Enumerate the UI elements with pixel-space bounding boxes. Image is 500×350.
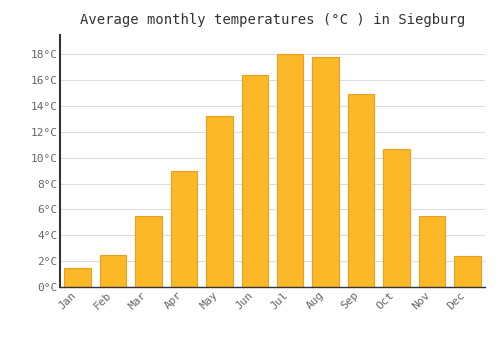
Bar <box>100 255 126 287</box>
Bar <box>383 149 409 287</box>
Title: Average monthly temperatures (°C ) in Siegburg: Average monthly temperatures (°C ) in Si… <box>80 13 465 27</box>
Bar <box>312 57 339 287</box>
Bar <box>136 216 162 287</box>
Bar <box>418 216 445 287</box>
Bar <box>64 268 91 287</box>
Bar <box>242 75 268 287</box>
Bar <box>277 54 303 287</box>
Bar <box>454 256 480 287</box>
Bar <box>170 171 197 287</box>
Bar <box>348 94 374 287</box>
Bar <box>206 117 233 287</box>
